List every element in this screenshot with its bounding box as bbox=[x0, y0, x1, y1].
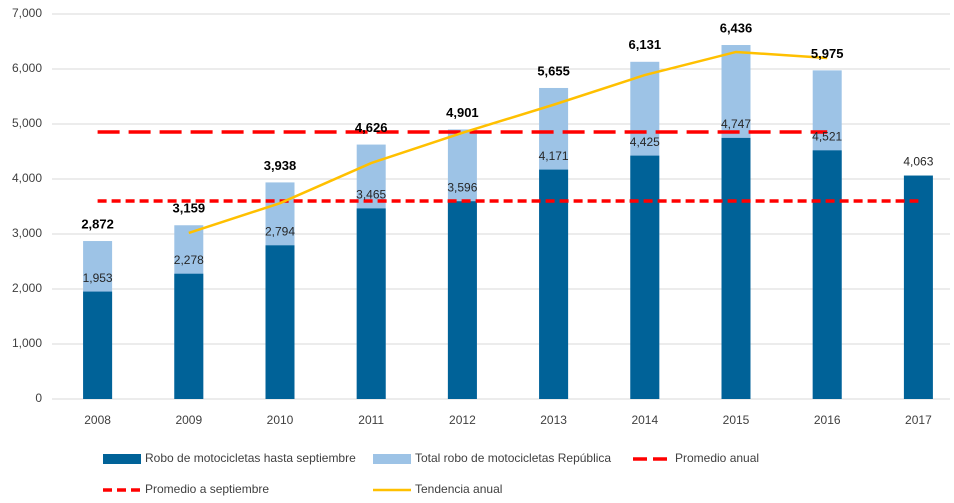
x-tick-label: 2010 bbox=[267, 413, 294, 427]
y-tick-label: 6,000 bbox=[12, 61, 42, 75]
bar bbox=[174, 273, 204, 399]
data-label: 3,159 bbox=[173, 201, 206, 216]
x-tick-label: 2017 bbox=[905, 413, 932, 427]
x-tick-label: 2012 bbox=[449, 413, 476, 427]
y-tick-label: 1,000 bbox=[12, 336, 42, 350]
legend-label: Promedio anual bbox=[675, 451, 759, 465]
x-tick-label: 2008 bbox=[84, 413, 111, 427]
data-label: 4,171 bbox=[539, 149, 569, 163]
bar bbox=[447, 201, 477, 399]
y-tick-label: 7,000 bbox=[12, 6, 42, 20]
data-label: 4,747 bbox=[721, 117, 751, 131]
data-label: 3,938 bbox=[264, 158, 297, 173]
data-label: 4,521 bbox=[812, 130, 842, 144]
y-tick-label: 3,000 bbox=[12, 226, 42, 240]
bar bbox=[539, 169, 569, 399]
data-label: 4,901 bbox=[446, 105, 479, 120]
y-tick-label: 0 bbox=[35, 391, 42, 405]
bar bbox=[812, 150, 842, 399]
y-tick-label: 5,000 bbox=[12, 116, 42, 130]
bar bbox=[83, 291, 113, 399]
data-label: 2,872 bbox=[81, 216, 114, 231]
legend-label: Robo de motocicletas hasta septiembre bbox=[145, 451, 356, 465]
bar bbox=[903, 175, 933, 399]
data-label: 6,436 bbox=[720, 20, 753, 35]
x-tick-label: 2015 bbox=[723, 413, 750, 427]
x-tick-label: 2011 bbox=[358, 413, 384, 427]
line bbox=[188, 50, 828, 235]
data-label: 5,975 bbox=[811, 46, 844, 61]
data-label: 4,626 bbox=[355, 120, 388, 135]
legend-label: Total robo de motocicletas República bbox=[415, 451, 611, 465]
data-label: 5,655 bbox=[537, 63, 570, 78]
bar bbox=[265, 245, 295, 399]
x-tick-label: 2014 bbox=[631, 413, 658, 427]
bar bbox=[356, 208, 386, 399]
y-tick-label: 2,000 bbox=[12, 281, 42, 295]
y-tick-label: 4,000 bbox=[12, 171, 42, 185]
data-label: 1,953 bbox=[83, 271, 113, 285]
legend-swatch bbox=[373, 454, 411, 464]
legend-swatch bbox=[103, 454, 141, 464]
data-label: 4,425 bbox=[630, 135, 660, 149]
legend-label: Promedio a septiembre bbox=[145, 482, 269, 496]
data-label: 3,596 bbox=[447, 180, 477, 194]
data-label: 2,278 bbox=[174, 253, 204, 267]
x-tick-label: 2009 bbox=[175, 413, 202, 427]
data-label: 2,794 bbox=[265, 225, 295, 239]
bar bbox=[721, 137, 751, 400]
x-tick-label: 2016 bbox=[814, 413, 841, 427]
x-tick-label: 2013 bbox=[540, 413, 567, 427]
data-label: 4,063 bbox=[903, 155, 933, 169]
data-label: 6,131 bbox=[629, 37, 662, 52]
legend-label: Tendencia anual bbox=[415, 482, 502, 496]
bar bbox=[630, 155, 660, 399]
data-label: 3,465 bbox=[356, 188, 386, 202]
